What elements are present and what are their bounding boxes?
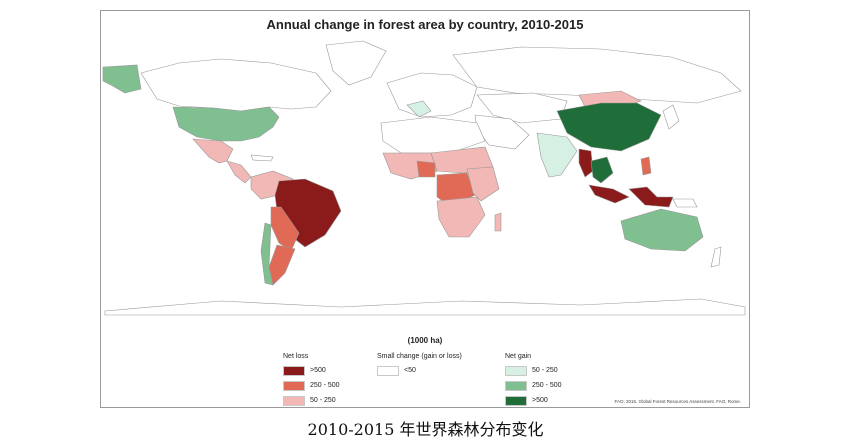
region-north-africa	[380, 116, 486, 154]
region-southern-africa	[436, 196, 486, 238]
legend-item-label: 250 - 500	[532, 382, 562, 389]
region-greenland	[325, 40, 387, 86]
legend-item-label: 50 - 250	[310, 397, 336, 404]
region-indonesia-west	[588, 184, 630, 204]
legend-small-change: Small change (gain or loss) <50	[377, 353, 462, 378]
legend-item: >500	[283, 363, 340, 378]
legend-swatch	[377, 365, 399, 376]
region-antarctica	[104, 298, 746, 316]
region-united-states	[172, 106, 280, 142]
legend-swatch	[505, 380, 527, 391]
legend-swatch	[505, 395, 527, 406]
legend-item: >500	[505, 393, 562, 408]
region-new-zealand	[710, 246, 722, 268]
unit-label: (1000 ha)	[407, 336, 443, 345]
legend-item-label: >500	[532, 397, 548, 404]
legend-item-label: 250 - 500	[310, 382, 340, 389]
region-canada	[140, 58, 332, 112]
legend-item: 50 - 250	[505, 363, 562, 378]
region-argentina	[268, 244, 296, 286]
source-note: FAO, 2015. Global Forest Resources Asses…	[614, 399, 741, 404]
legend-item-label: >500	[310, 367, 326, 374]
region-southeast-asia	[590, 156, 614, 184]
figure-caption: 2010-2015 年世界森林分布变化	[307, 420, 544, 439]
map-figure: Annual change in forest area by country,…	[100, 10, 750, 408]
region-central-america	[226, 160, 252, 184]
legend-net-gain: Net gain 50 - 250 250 - 500 >500	[505, 353, 562, 408]
region-myanmar	[578, 148, 594, 178]
legend-item-label: 50 - 250	[532, 367, 558, 374]
legend-item: 50 - 250	[283, 393, 340, 408]
legend-swatch	[283, 380, 305, 391]
region-philippines	[640, 156, 652, 176]
region-papua-new-guinea	[672, 198, 698, 208]
region-mexico	[192, 138, 234, 164]
region-russia	[452, 46, 742, 104]
region-india	[536, 132, 578, 178]
legend-swatch	[283, 365, 305, 376]
legend-swatch	[283, 395, 305, 406]
region-alaska	[102, 64, 142, 94]
legend-swatch	[505, 365, 527, 376]
region-madagascar	[494, 212, 502, 232]
map-title: Annual change in forest area by country,…	[266, 17, 584, 32]
region-australia	[620, 208, 704, 252]
region-east-africa	[466, 166, 500, 202]
region-caribbean	[250, 154, 274, 162]
region-japan	[662, 104, 680, 130]
legend-item: 250 - 500	[283, 378, 340, 393]
region-chile	[260, 222, 274, 286]
legend-item: 250 - 500	[505, 378, 562, 393]
region-china	[556, 102, 662, 152]
legend-item-label: <50	[404, 367, 416, 374]
region-europe	[386, 72, 478, 118]
world-map	[102, 40, 746, 316]
region-balkans	[406, 100, 432, 118]
legend-net-loss-title: Net loss	[283, 353, 309, 360]
region-nigeria	[416, 160, 436, 178]
legend-small-change-title: Small change (gain or loss)	[377, 353, 462, 360]
region-indonesia-east	[628, 186, 674, 208]
legend-item: <50	[377, 363, 462, 378]
legend-net-gain-title: Net gain	[505, 353, 532, 360]
legend-net-loss: Net loss >500 250 - 500 50 - 250	[283, 353, 340, 408]
